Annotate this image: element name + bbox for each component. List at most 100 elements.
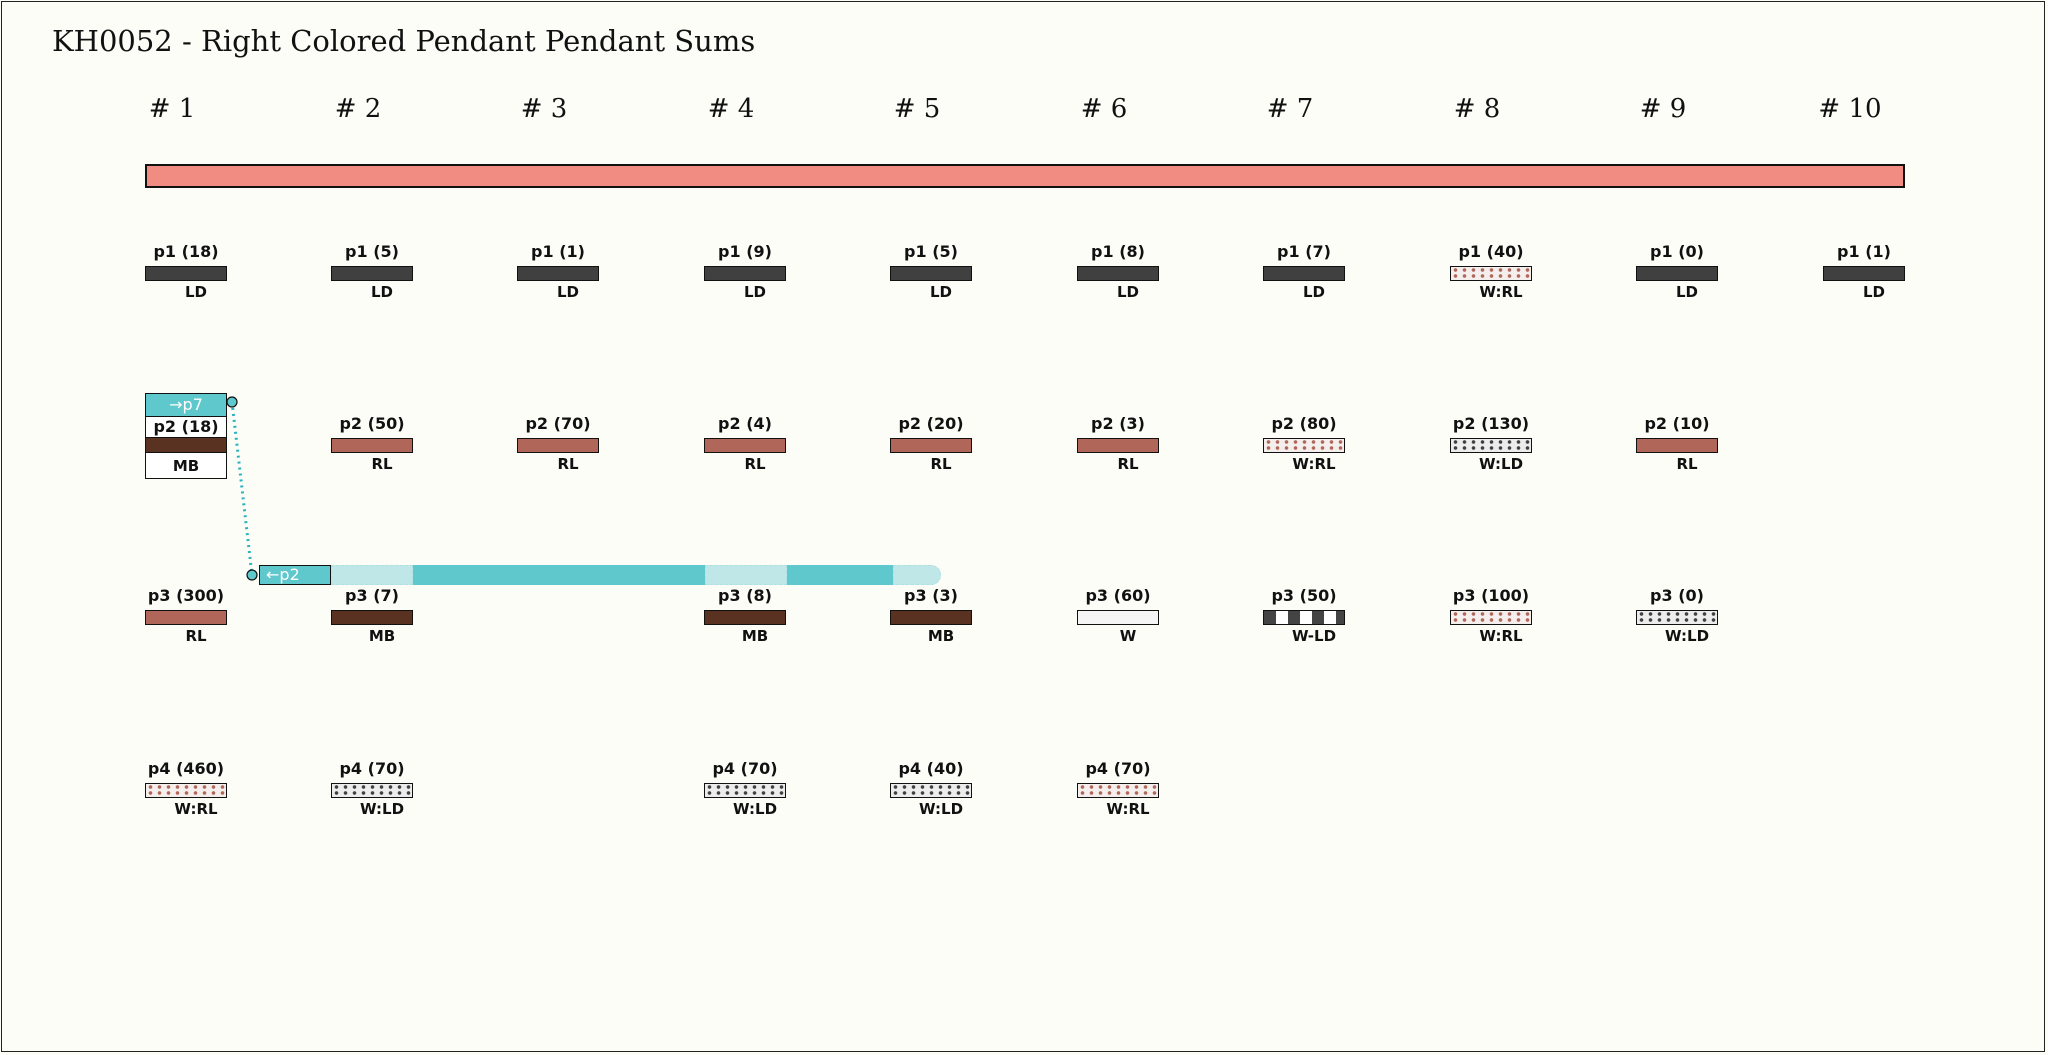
pendant-bar — [1077, 610, 1159, 625]
link-highlight-segment — [705, 565, 787, 585]
pendant-label: p2 (20) — [898, 414, 964, 433]
pendant-bar — [704, 610, 786, 625]
pendant-code: RL — [930, 455, 952, 473]
pendant-code: W — [1119, 627, 1137, 645]
pendant-label: p4 (40) — [898, 759, 964, 778]
pendant-label: p1 (0) — [1650, 242, 1704, 261]
pendant-code: MB — [927, 627, 955, 645]
pendant-label: p4 (70) — [712, 759, 778, 778]
pendant-label: p1 (8) — [1091, 242, 1145, 261]
pendant-bar — [1450, 438, 1532, 453]
pendant-bar — [890, 266, 972, 281]
column-header: # 9 — [1639, 94, 1687, 124]
pendant-code: W:LD — [1664, 627, 1710, 645]
pendant-bar — [331, 266, 413, 281]
pendant-code: RL — [744, 455, 766, 473]
pendant-label: p3 (8) — [718, 586, 772, 605]
pendant-bar — [1636, 610, 1718, 625]
pendant-label: p1 (1) — [531, 242, 585, 261]
pendant-bar — [890, 783, 972, 798]
link-highlight-segment — [787, 565, 893, 585]
pendant-bar — [1077, 266, 1159, 281]
pendant-bar — [146, 437, 226, 453]
pendant-bar — [1636, 438, 1718, 453]
top-cord — [145, 164, 1905, 188]
pendant-bar — [517, 266, 599, 281]
pendant-code: RL — [1676, 455, 1698, 473]
column-header: # 5 — [893, 94, 941, 124]
pendant-label: p4 (70) — [339, 759, 405, 778]
pendant-label: p2 (80) — [1271, 414, 1337, 433]
pendant-bar — [1263, 438, 1345, 453]
pendant-bar — [1263, 610, 1345, 625]
column-header: # 6 — [1080, 94, 1128, 124]
pendant-bar — [704, 783, 786, 798]
pendant-code: W:LD — [1478, 455, 1524, 473]
pendant-label: p1 (9) — [718, 242, 772, 261]
pendant-bar — [1823, 266, 1905, 281]
pendant-label: p1 (40) — [1458, 242, 1524, 261]
column-header: # 8 — [1453, 94, 1501, 124]
pendant-code: W:LD — [732, 800, 778, 818]
pendant-bar — [1450, 610, 1532, 625]
pendant-code: MB — [368, 627, 396, 645]
link-to-p7-tag[interactable]: →p7 — [146, 394, 226, 417]
pendant-bar — [1450, 266, 1532, 281]
column-header: # 4 — [707, 94, 755, 124]
pendant-code: W:RL — [1106, 800, 1150, 818]
pendant-bar — [331, 438, 413, 453]
pendant-label: p2 (130) — [1452, 414, 1530, 433]
column-header: # 2 — [334, 94, 382, 124]
pendant-code: W:LD — [359, 800, 405, 818]
pendant-code: LD — [1675, 283, 1698, 301]
linked-pendant-p2[interactable]: →p7 p2 (18) MB — [145, 393, 227, 479]
pendant-label: p1 (18) — [153, 242, 219, 261]
column-header: # 7 — [1266, 94, 1314, 124]
pendant-label: p2 (10) — [1644, 414, 1710, 433]
column-header: # 3 — [520, 94, 568, 124]
pendant-label: p1 (1) — [1837, 242, 1891, 261]
pendant-label: p3 (300) — [147, 586, 225, 605]
pendant-label: p4 (70) — [1085, 759, 1151, 778]
pendant-code: W:RL — [174, 800, 218, 818]
pendant-bar — [331, 610, 413, 625]
pendant-code: W:RL — [1292, 455, 1336, 473]
pendant-code: RL — [1117, 455, 1139, 473]
pendant-bar — [890, 438, 972, 453]
pendant-code: W-LD — [1291, 627, 1337, 645]
pendant-label: p3 (100) — [1452, 586, 1530, 605]
pendant-label: p3 (0) — [1650, 586, 1704, 605]
pendant-code: LD — [556, 283, 579, 301]
column-header: # 10 — [1818, 94, 1882, 124]
column-header: # 1 — [148, 94, 196, 124]
pendant-bar — [1636, 266, 1718, 281]
pendant-code: LD — [370, 283, 393, 301]
pendant-code: W:RL — [1479, 283, 1523, 301]
link-back-p2-tag[interactable]: ←p2 — [259, 565, 331, 585]
pendant-label: p1 (5) — [345, 242, 399, 261]
pendant-code: LD — [1302, 283, 1325, 301]
pendant-label: p1 (5) — [904, 242, 958, 261]
pendant-code: RL — [371, 455, 393, 473]
pendant-label: p2 (18) — [153, 417, 219, 436]
pendant-bar — [704, 266, 786, 281]
pendant-bar — [890, 610, 972, 625]
pendant-code: LD — [1116, 283, 1139, 301]
pendant-code: RL — [185, 627, 207, 645]
pendant-code: MB — [172, 457, 200, 475]
pendant-code: W:RL — [1479, 627, 1523, 645]
pendant-label: p3 (7) — [345, 586, 399, 605]
pendant-code: LD — [184, 283, 207, 301]
pendant-bar — [1077, 783, 1159, 798]
pendant-label: p2 (70) — [525, 414, 591, 433]
pendant-bar — [145, 266, 227, 281]
pendant-code: W:LD — [918, 800, 964, 818]
pendant-label: p4 (460) — [147, 759, 225, 778]
pendant-label: p3 (3) — [904, 586, 958, 605]
pendant-bar — [145, 783, 227, 798]
pendant-code: LD — [929, 283, 952, 301]
pendant-bar — [331, 783, 413, 798]
pendant-code: MB — [741, 627, 769, 645]
pendant-label: p2 (3) — [1091, 414, 1145, 433]
pendant-label: p3 (50) — [1271, 586, 1337, 605]
